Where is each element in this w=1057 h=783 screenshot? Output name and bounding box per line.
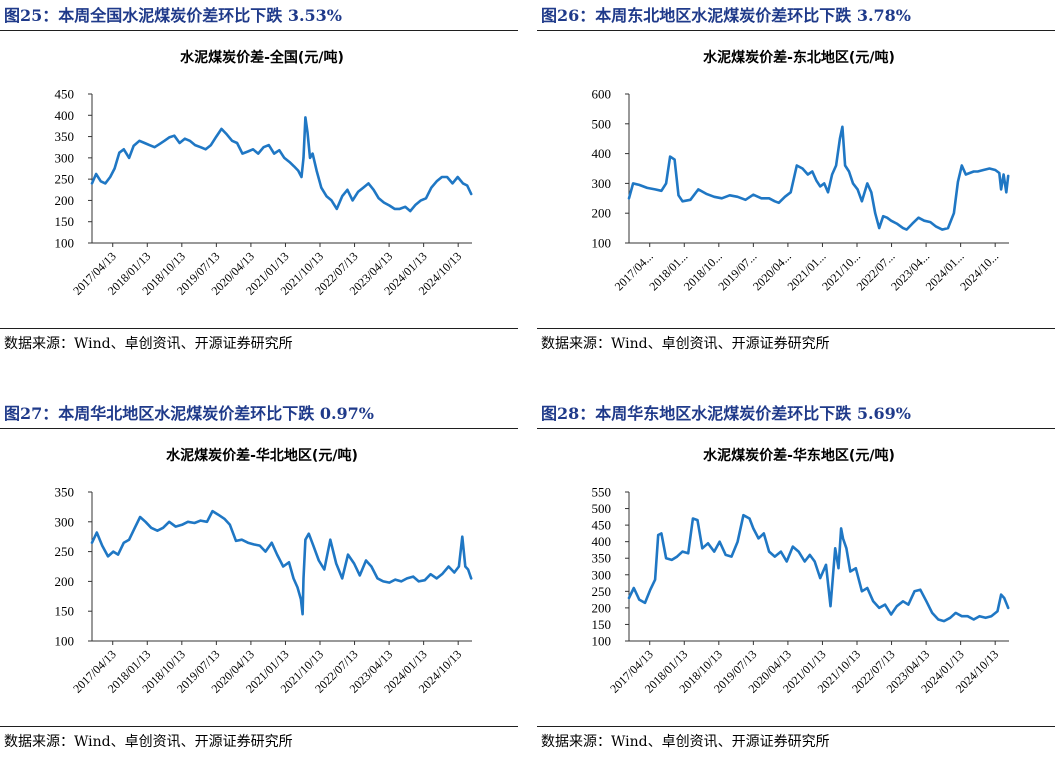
figure-caption: 图27：本周华北地区水泥煤炭价差环比下跌 0.97%: [4, 404, 375, 423]
figure-25: 图25：本周全国水泥煤炭价差环比下跌 3.53% 水泥煤炭价差-全国(元/吨) 1…: [0, 0, 518, 370]
series-line: [90, 509, 473, 616]
top-rule: [537, 428, 1055, 429]
y-tick-label: 150: [55, 214, 75, 229]
y-tick-label: 300: [55, 150, 75, 165]
series-line: [627, 513, 1010, 623]
line-chart: 水泥煤炭价差-东北地区(元/吨)1002003004005006002017/0…: [592, 49, 1010, 293]
series-line: [627, 125, 1010, 231]
y-tick-label: 450: [592, 518, 612, 533]
series-line: [90, 116, 473, 213]
top-rule: [0, 428, 518, 429]
y-tick-label: 300: [55, 514, 75, 529]
y-tick-label: 550: [592, 485, 612, 500]
y-tick-label: 100: [55, 236, 75, 251]
y-tick-label: 500: [592, 116, 612, 131]
y-tick-label: 200: [55, 574, 75, 589]
y-tick-label: 400: [592, 534, 612, 549]
y-tick-label: 150: [55, 604, 75, 619]
chart-title: 水泥煤炭价差-全国(元/吨): [180, 49, 344, 66]
bottom-rule: [0, 328, 518, 329]
y-tick-label: 400: [55, 108, 75, 123]
y-tick-label: 350: [55, 129, 75, 144]
bottom-rule: [537, 328, 1055, 329]
figure-28: 图28：本周华东地区水泥煤炭价差环比下跌 5.69% 水泥煤炭价差-华东地区(元…: [537, 398, 1055, 768]
y-tick-label: 600: [592, 87, 612, 102]
figure-26: 图26：本周东北地区水泥煤炭价差环比下跌 3.78% 水泥煤炭价差-东北地区(元…: [537, 0, 1055, 370]
y-tick-label: 250: [55, 172, 75, 187]
chart-title: 水泥煤炭价差-华北地区(元/吨): [166, 447, 358, 464]
y-tick-label: 150: [592, 617, 612, 632]
line-chart: 水泥煤炭价差-华北地区(元/吨)1001502002503003502017/0…: [55, 447, 473, 696]
y-tick-label: 300: [592, 567, 612, 582]
line-chart: 水泥煤炭价差-全国(元/吨)10015020025030035040045020…: [55, 49, 473, 298]
top-rule: [537, 30, 1055, 31]
chart-title: 水泥煤炭价差-东北地区(元/吨): [703, 49, 895, 66]
y-tick-label: 400: [592, 146, 612, 161]
x-tick-label: 2024/10...: [957, 249, 1001, 293]
y-tick-label: 450: [55, 87, 75, 102]
y-tick-label: 200: [592, 600, 612, 615]
top-rule: [0, 30, 518, 31]
source-note: 数据来源：Wind、卓创资讯、开源证券研究所: [4, 734, 293, 750]
source-note: 数据来源：Wind、卓创资讯、开源证券研究所: [541, 336, 830, 352]
y-tick-label: 500: [592, 501, 612, 516]
y-tick-label: 250: [592, 584, 612, 599]
y-tick-label: 250: [55, 544, 75, 559]
y-tick-label: 100: [592, 634, 612, 649]
figure-caption: 图25：本周全国水泥煤炭价差环比下跌 3.53%: [4, 6, 343, 25]
chart-title: 水泥煤炭价差-华东地区(元/吨): [703, 447, 895, 464]
figure-27: 图27：本周华北地区水泥煤炭价差环比下跌 0.97% 水泥煤炭价差-华北地区(元…: [0, 398, 518, 768]
y-tick-label: 350: [592, 551, 612, 566]
y-tick-label: 200: [55, 193, 75, 208]
line-chart: 水泥煤炭价差-华东地区(元/吨)100150200250300350400450…: [592, 447, 1010, 696]
figure-caption: 图26：本周东北地区水泥煤炭价差环比下跌 3.78%: [541, 6, 912, 25]
bottom-rule: [0, 726, 518, 727]
y-tick-label: 100: [55, 634, 75, 649]
source-note: 数据来源：Wind、卓创资讯、开源证券研究所: [541, 734, 830, 750]
source-note: 数据来源：Wind、卓创资讯、开源证券研究所: [4, 336, 293, 352]
y-tick-label: 350: [55, 485, 75, 500]
y-tick-label: 300: [592, 176, 612, 191]
bottom-rule: [537, 726, 1055, 727]
y-tick-label: 200: [592, 206, 612, 221]
figure-caption: 图28：本周华东地区水泥煤炭价差环比下跌 5.69%: [541, 404, 912, 423]
y-tick-label: 100: [592, 236, 612, 251]
